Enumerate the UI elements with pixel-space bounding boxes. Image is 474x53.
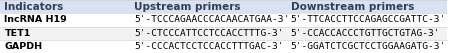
Text: 5'-GGATCTCGCTCCTGGAAGATG-3': 5'-GGATCTCGCTCCTGGAAGATG-3' [291,42,446,51]
Text: TET1: TET1 [4,29,31,38]
Text: Indicators: Indicators [4,2,64,12]
Bar [0,0,447,13]
Text: 5'-CCACCACCCTGTTGCTGTAG-3': 5'-CCACCACCCTGTTGCTGTAG-3' [291,29,440,38]
Bar [0,26,447,40]
Text: 5'-TCCCAGAACCCACAACATGAA-3': 5'-TCCCAGAACCCACAACATGAA-3' [134,15,290,24]
Text: GAPDH: GAPDH [4,42,43,51]
Text: Downstream primers: Downstream primers [291,2,414,12]
Bar [0,13,447,26]
Text: 5'-CTCCCATTCCTCCACCTTTG-3': 5'-CTCCCATTCCTCCACCTTTG-3' [134,29,284,38]
Bar [0,40,447,53]
Text: 5'-TTCACCTTCCAGAGCCGATTC-3': 5'-TTCACCTTCCAGAGCCGATTC-3' [291,15,446,24]
Text: Upstream primers: Upstream primers [134,2,241,12]
Text: lncRNA H19: lncRNA H19 [4,15,67,24]
Text: 5'-CCCACTCCTCCACCTTTGAC-3': 5'-CCCACTCCTCCACCTTTGAC-3' [134,42,284,51]
